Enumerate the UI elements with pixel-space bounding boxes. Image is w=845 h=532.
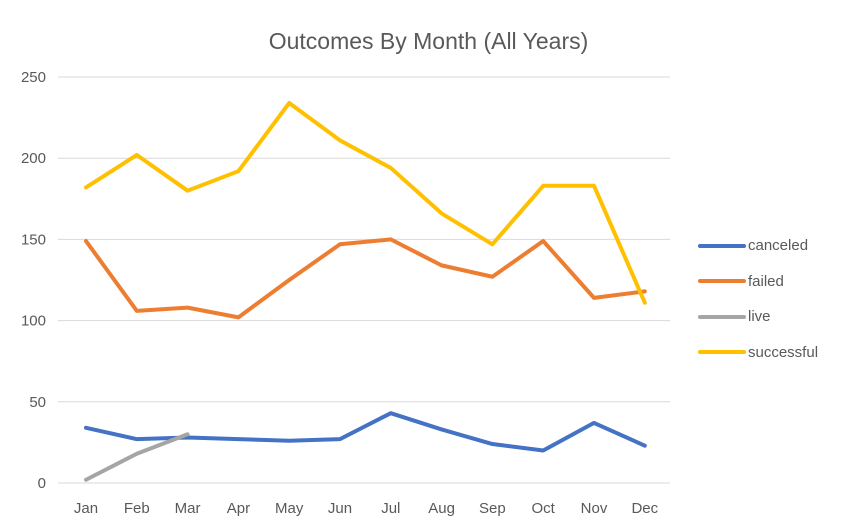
y-axis-tick-labels: 0 50 100 150 200 250 bbox=[21, 69, 46, 492]
series-lines bbox=[84, 100, 647, 482]
x-tick-label: Feb bbox=[124, 500, 150, 517]
legend-item-live: live bbox=[698, 299, 838, 335]
y-tick-label: 50 bbox=[29, 394, 46, 411]
legend-item-successful: successful bbox=[698, 335, 838, 371]
x-tick-label: Nov bbox=[581, 500, 608, 517]
x-tick-label: May bbox=[275, 500, 304, 517]
x-tick-label: Oct bbox=[532, 500, 556, 517]
x-tick-label: Dec bbox=[631, 500, 658, 517]
legend-label: canceled bbox=[748, 237, 809, 255]
series-line-successful bbox=[84, 100, 647, 305]
legend-label: failed bbox=[748, 272, 784, 290]
legend-swatch bbox=[698, 243, 746, 248]
legend-swatch bbox=[698, 350, 746, 355]
x-tick-label: Aug bbox=[428, 500, 455, 517]
x-tick-label: Mar bbox=[175, 500, 201, 517]
gridlines bbox=[58, 76, 670, 484]
x-tick-label: Sep bbox=[479, 500, 506, 517]
series-line-live bbox=[84, 432, 190, 482]
legend-swatch bbox=[698, 279, 746, 284]
x-tick-label: Jul bbox=[381, 500, 400, 517]
x-axis-tick-labels: Jan Feb Mar Apr May Jun Jul Aug Sep Oct Nov Dec bbox=[74, 500, 659, 517]
chart-title: Outcomes By Month (All Years) bbox=[268, 28, 589, 54]
legend-swatch bbox=[698, 314, 746, 319]
legend-item-canceled: canceled bbox=[698, 228, 838, 264]
y-tick-label: 0 bbox=[38, 475, 46, 492]
y-tick-label: 150 bbox=[21, 231, 46, 248]
x-tick-label: Jun bbox=[328, 500, 352, 517]
legend: canceled failed live successful bbox=[698, 228, 838, 370]
series-line-failed bbox=[84, 237, 647, 320]
y-tick-label: 200 bbox=[21, 150, 46, 167]
y-tick-label: 250 bbox=[21, 69, 46, 86]
series-line-canceled bbox=[84, 411, 647, 453]
x-tick-label: Apr bbox=[227, 500, 250, 517]
x-tick-label: Jan bbox=[74, 500, 98, 517]
legend-item-failed: failed bbox=[698, 264, 838, 300]
legend-label: successful bbox=[748, 343, 819, 361]
y-tick-label: 100 bbox=[21, 313, 46, 330]
legend-label: live bbox=[748, 308, 771, 326]
